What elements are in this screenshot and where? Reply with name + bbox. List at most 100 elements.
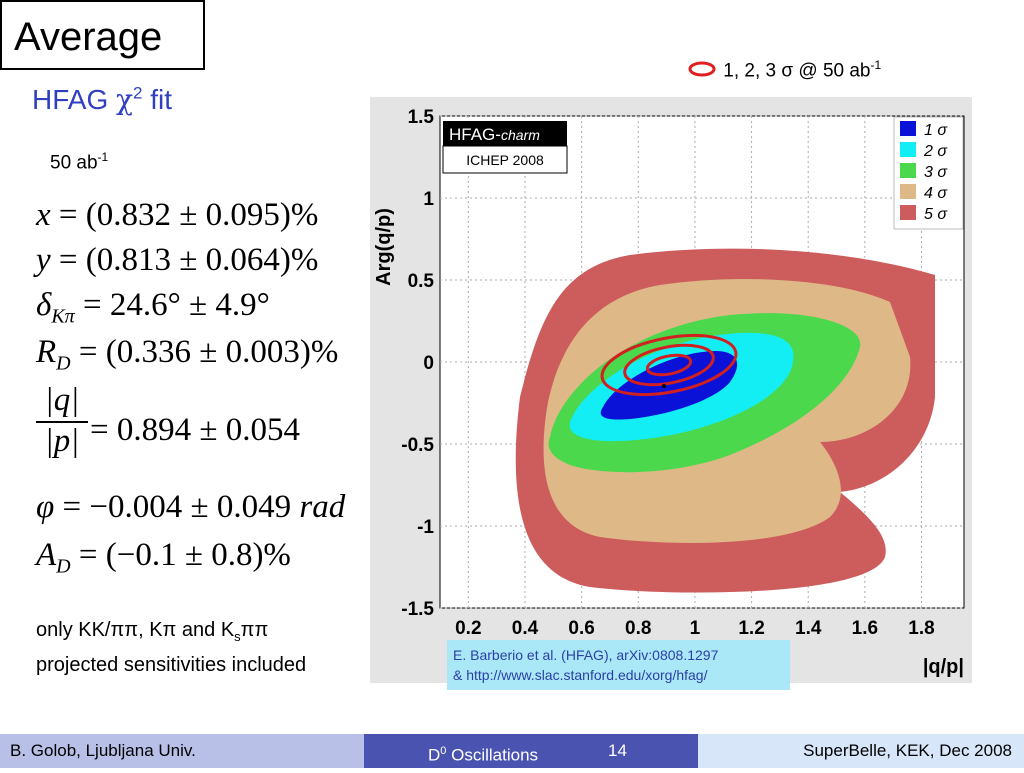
footer-topic: D0 Oscillations 14 bbox=[364, 734, 698, 768]
x-tick-labels: 0.2 0.4 0.6 0.8 1 1.2 1.4 1.6 1.8 bbox=[455, 618, 935, 639]
x-axis-label: |q/p| bbox=[923, 656, 964, 678]
hfag-badge-title-main: HFAG- bbox=[449, 125, 501, 144]
x-tick-label: 0.8 bbox=[625, 618, 651, 639]
legend-swatch bbox=[900, 184, 916, 199]
eq-y-lhs: y bbox=[36, 242, 51, 278]
footer-bar: B. Golob, Ljubljana Univ. D0 Oscillation… bbox=[0, 734, 1024, 768]
hfag-badge-title: HFAG-charm bbox=[449, 125, 540, 144]
eq-qp-fraction-bar bbox=[36, 421, 88, 423]
sigma-legend-items: 1 σ 2 σ 3 σ 4 σ 5 σ bbox=[900, 121, 948, 223]
equation-y: y = (0.813 ± 0.064)% bbox=[36, 242, 318, 279]
eq-ad-rhs: = (−0.1 ± 0.8)% bbox=[70, 537, 291, 573]
eq-delta-sub: Kπ bbox=[51, 305, 75, 328]
eq-x-rhs: = (0.832 ± 0.095)% bbox=[50, 197, 319, 233]
eq-ad-sub: D bbox=[56, 555, 71, 578]
footer-author: B. Golob, Ljubljana Univ. bbox=[0, 734, 364, 768]
luminosity-label: 50 ab-1 bbox=[50, 150, 108, 174]
y-tick-label: -1.5 bbox=[401, 599, 434, 620]
y-tick-label: -1 bbox=[417, 517, 434, 538]
hfag-badge-dark bbox=[443, 121, 567, 146]
x-tick-label: 1.2 bbox=[738, 618, 764, 639]
hfag-badge-sub: ICHEP 2008 bbox=[466, 152, 544, 168]
citation-line1: E. Barberio et al. (HFAG), arXiv:0808.12… bbox=[453, 647, 719, 663]
overlay-legend-text: 1, 2, 3 σ @ 50 ab bbox=[723, 60, 871, 82]
eq-y-rhs: = (0.813 ± 0.064)% bbox=[50, 242, 319, 278]
eq-delta-rhs: = 24.6° ± 4.9° bbox=[74, 287, 270, 323]
eq-phi-lhs: φ bbox=[36, 489, 55, 525]
note-line1-b: ππ bbox=[240, 619, 269, 641]
note-line1: only KK/ππ, Kπ and Ksππ bbox=[36, 616, 306, 651]
y-axis-label: Arg(q/p) bbox=[373, 208, 395, 286]
legend-label: 3 σ bbox=[924, 164, 948, 181]
legend-label: 4 σ bbox=[924, 185, 948, 202]
x-tick-label: 1.4 bbox=[795, 618, 822, 639]
eq-qp-den: |p| bbox=[44, 423, 80, 459]
y-tick-label: 1 bbox=[423, 189, 434, 210]
legend-swatch bbox=[900, 163, 916, 178]
overlay-legend: 1, 2, 3 σ @ 50 ab-1 bbox=[688, 58, 881, 82]
central-value-marker bbox=[662, 384, 666, 388]
hfag-badge-title-italic: charm bbox=[501, 127, 540, 143]
red-ellipse-icon bbox=[688, 61, 716, 77]
eq-x-lhs: x bbox=[36, 197, 51, 233]
legend-swatch bbox=[900, 205, 916, 220]
overlay-3sigma bbox=[600, 333, 738, 397]
legend-label: 2 σ bbox=[923, 143, 948, 160]
subtitle-suffix: fit bbox=[142, 84, 173, 115]
footer-page-number: 14 bbox=[608, 741, 627, 760]
equation-ad: AD = (−0.1 ± 0.8)% bbox=[36, 537, 291, 579]
overlay-ellipses bbox=[600, 333, 738, 397]
equation-rd: RD = (0.336 ± 0.003)% bbox=[36, 334, 338, 376]
x-tick-label: 1 bbox=[690, 618, 701, 639]
footer-topic-suffix: Oscillations bbox=[446, 745, 539, 765]
lumi-sup: -1 bbox=[97, 150, 109, 164]
footer-topic-text: D0 Oscillations bbox=[428, 734, 538, 773]
lumi-text: 50 ab bbox=[50, 152, 98, 174]
eq-qp-num: |q| bbox=[44, 382, 80, 418]
x-tick-label: 0.2 bbox=[455, 618, 481, 639]
eq-phi-unit: rad bbox=[299, 489, 346, 525]
contour-1sigma bbox=[600, 351, 738, 420]
note-text: only KK/ππ, Kπ and Ksππ projected sensit… bbox=[36, 616, 306, 680]
y-tick-labels: 1.5 1 0.5 0 -0.5 -1 -1.5 bbox=[401, 107, 434, 620]
eq-rd-lhs: R bbox=[36, 334, 57, 370]
eq-ad-lhs: A bbox=[36, 537, 57, 573]
x-tick-label: 1.6 bbox=[852, 618, 878, 639]
contour-plot-svg: 1.5 1 0.5 0 -0.5 -1 -1.5 0.2 0.4 0.6 0.8 1 1.2 1.4 1.… bbox=[373, 107, 965, 678]
hfag-badge-light bbox=[442, 145, 568, 174]
slide-subtitle: HFAG χ2 fit bbox=[32, 83, 172, 116]
eq-phi-rhs: = −0.004 ± 0.049 bbox=[54, 489, 300, 525]
y-tick-label: 1.5 bbox=[408, 107, 435, 128]
footer-topic-prefix: D bbox=[428, 745, 441, 765]
eq-qp-rhs: = 0.894 ± 0.054 bbox=[90, 412, 300, 448]
legend-swatch bbox=[900, 142, 916, 157]
equation-x: x = (0.832 ± 0.095)% bbox=[36, 197, 318, 234]
citation-line2: & http://www.slac.stanford.edu/xorg/hfag… bbox=[453, 667, 708, 683]
legend-label: 1 σ bbox=[924, 122, 948, 139]
subtitle-sup: 2 bbox=[132, 83, 143, 103]
slide-title: Average bbox=[0, 0, 205, 70]
note-line1-a: only KK/ππ, Kπ and K bbox=[36, 619, 235, 641]
eq-rd-rhs: = (0.336 ± 0.003)% bbox=[70, 334, 339, 370]
eq-rd-sub: D bbox=[56, 352, 71, 375]
overlay-2sigma bbox=[623, 343, 715, 387]
x-tick-label: 0.4 bbox=[512, 618, 539, 639]
subtitle-chi: χ bbox=[116, 83, 133, 116]
eq-delta-lhs: δ bbox=[36, 287, 52, 323]
note-line1-sub: s bbox=[234, 629, 241, 644]
note-line2: projected sensitivities included bbox=[36, 654, 307, 676]
equation-phi: φ = −0.004 ± 0.049 rad bbox=[36, 489, 345, 526]
subtitle-prefix: HFAG bbox=[32, 84, 117, 115]
y-tick-label: 0.5 bbox=[408, 271, 435, 292]
footer-event: SuperBelle, KEK, Dec 2008 bbox=[698, 734, 1024, 768]
x-tick-label: 1.8 bbox=[908, 618, 934, 639]
equation-delta: δKπ = 24.6° ± 4.9° bbox=[36, 287, 270, 329]
y-tick-label: -0.5 bbox=[401, 435, 434, 456]
overlay-1sigma bbox=[645, 353, 693, 377]
contour-plot: 1.5 1 0.5 0 -0.5 -1 -1.5 0.2 0.4 0.6 0.8 1 1.2 1.4 1.… bbox=[370, 97, 972, 683]
y-tick-label: 0 bbox=[423, 353, 434, 374]
citation-box: E. Barberio et al. (HFAG), arXiv:0808.12… bbox=[447, 640, 790, 690]
overlay-legend-sup: -1 bbox=[870, 58, 882, 72]
legend-swatch bbox=[900, 121, 916, 136]
legend-label: 5 σ bbox=[924, 206, 948, 223]
